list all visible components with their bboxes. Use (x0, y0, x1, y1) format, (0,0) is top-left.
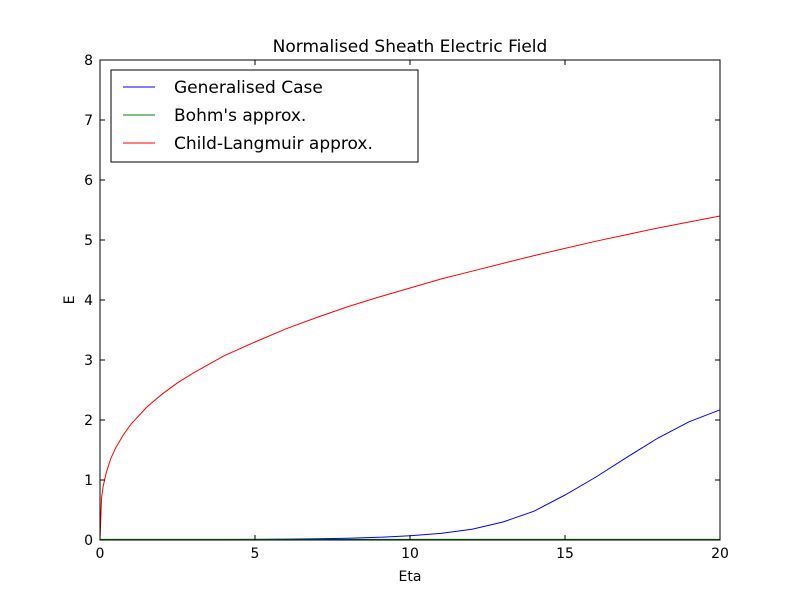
y-tick-label: 0 (84, 533, 93, 549)
x-tick-label: 5 (251, 546, 260, 562)
x-axis-label: Eta (399, 569, 422, 585)
x-tick-label: 15 (556, 546, 574, 562)
y-tick-label: 1 (84, 473, 93, 489)
y-tick-label: 4 (84, 293, 93, 309)
y-tick-label: 8 (84, 53, 93, 69)
legend: Generalised Case Bohm's approx. Child-Lang… (110, 69, 419, 163)
y-tick-label: 2 (84, 413, 93, 429)
x-tick-label: 10 (401, 546, 419, 562)
legend-box (110, 69, 419, 163)
y-axis-ticks: 0 1 2 3 4 5 6 7 8 (84, 53, 720, 549)
x-tick-label: 20 (711, 546, 729, 562)
y-axis-label: E (62, 296, 78, 305)
chart-title: Normalised Sheath Electric Field (273, 37, 548, 57)
y-tick-label: 6 (84, 173, 93, 189)
series-line-3 (99, 215, 721, 541)
x-axis-ticks: 0 5 10 15 20 (96, 60, 729, 562)
y-tick-label: 5 (84, 233, 93, 249)
legend-label-2: Bohm's approx. (174, 106, 306, 126)
legend-label-1: Generalised Case (174, 78, 323, 98)
x-tick-label: 0 (96, 546, 105, 562)
y-tick-label: 3 (84, 353, 93, 369)
legend-label-3: Child-Langmuir approx. (174, 134, 373, 154)
y-tick-label: 7 (84, 113, 93, 129)
